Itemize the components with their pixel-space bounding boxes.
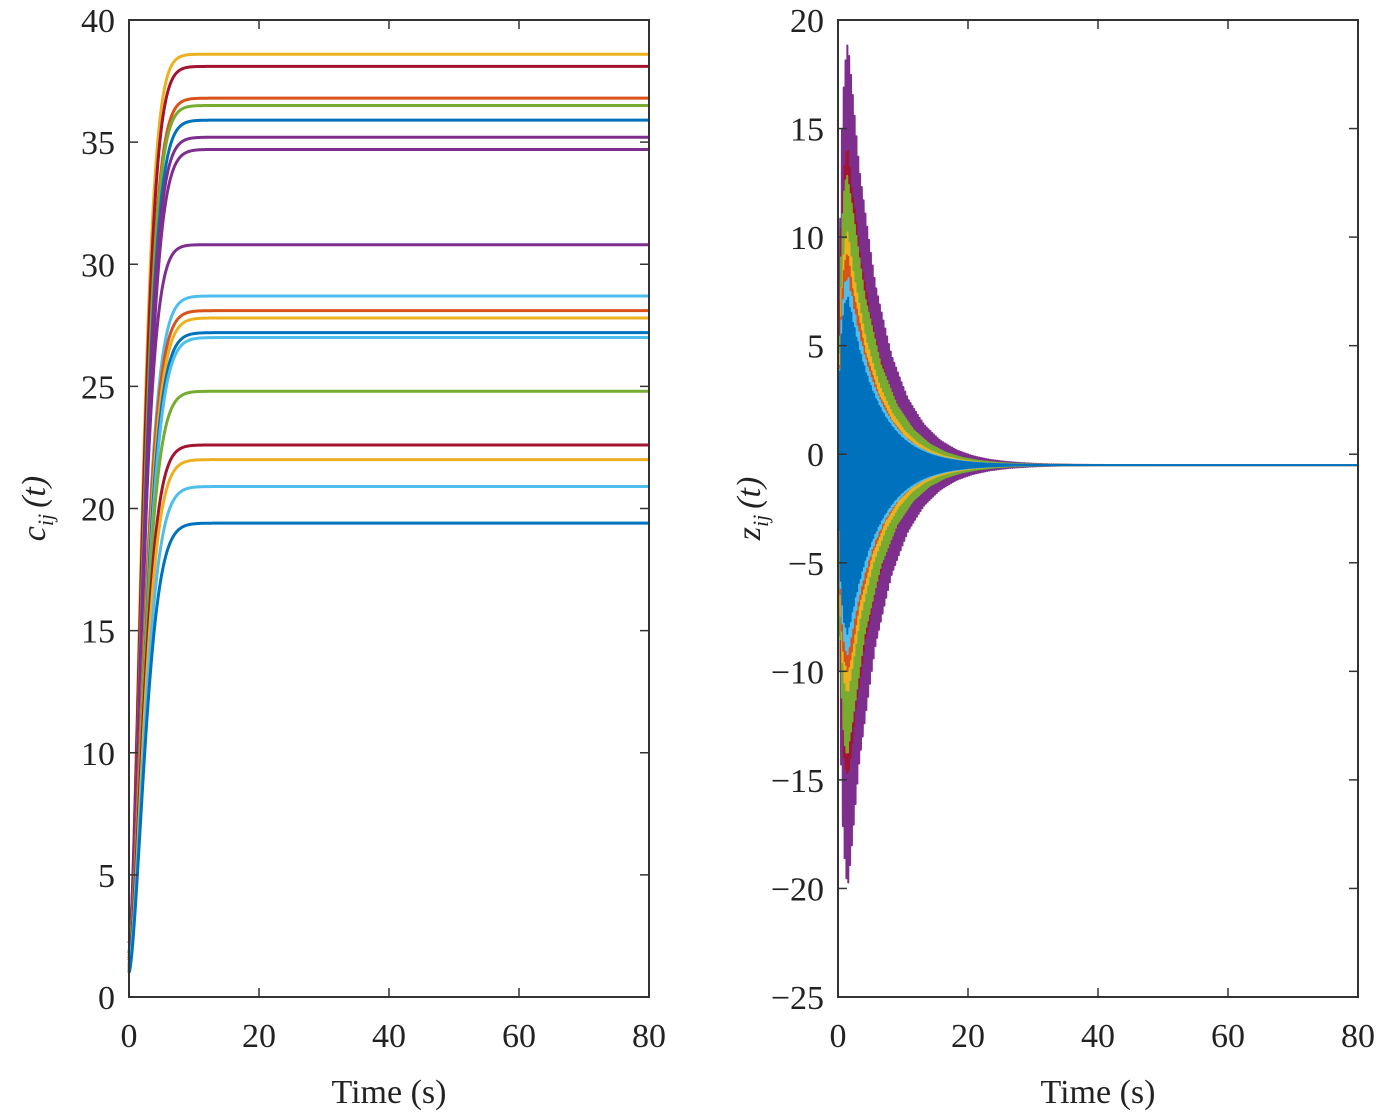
- series-line-0: [127, 52, 650, 961]
- x-tick-labels: 0 20 40 60 80: [830, 1018, 1376, 1055]
- y-tick-label: −5: [788, 546, 824, 583]
- y-tick-label: 15: [790, 112, 824, 149]
- x-tick-label: 0: [830, 1018, 847, 1055]
- y-axis-label: zij (t): [731, 477, 773, 542]
- y-tick-label: −10: [771, 654, 824, 691]
- series-line-12: [127, 336, 650, 969]
- y-tick-label: 10: [81, 736, 115, 773]
- series-line-11: [127, 331, 650, 973]
- y-tick-label: 15: [81, 614, 115, 651]
- y-tick-label: 40: [81, 3, 115, 40]
- y-tick-label: 0: [98, 980, 115, 1017]
- series-line-8: [127, 294, 650, 964]
- y-tick-label: 5: [98, 858, 115, 895]
- y-axis-label-sub: ij: [748, 515, 773, 527]
- series-line-1: [127, 64, 650, 954]
- y-axis-label-main: c: [16, 526, 53, 541]
- y-tick-label: 20: [790, 3, 824, 40]
- tick-marks: [837, 19, 1359, 998]
- y-axis-label-arg: (t): [16, 476, 53, 508]
- series-line-6: [127, 147, 650, 971]
- y-tick-label: 5: [807, 329, 824, 366]
- series-line-6: [837, 296, 1359, 635]
- series-line-4: [127, 118, 650, 966]
- x-tick-label: 60: [1211, 1018, 1245, 1055]
- x-tick-label: 20: [951, 1018, 985, 1055]
- series-line-3: [127, 103, 650, 973]
- y-tick-label: 10: [790, 220, 824, 257]
- x-tick-labels: 0 20 40 60 80: [121, 1018, 667, 1055]
- tick-marks: [128, 19, 650, 998]
- series-line-7: [127, 243, 650, 944]
- x-tick-label: 40: [1081, 1018, 1115, 1055]
- x-tick-label: 80: [632, 1018, 666, 1055]
- y-axis-label: cij (t): [16, 476, 58, 541]
- y-tick-label: 0: [807, 437, 824, 474]
- x-axis-label: Time (s): [1041, 1074, 1156, 1111]
- y-tick-label: −15: [771, 763, 824, 800]
- series-line-16: [127, 485, 650, 966]
- series-line-10: [127, 316, 650, 966]
- y-tick-label: 30: [81, 247, 115, 284]
- y-axis-label-main: z: [731, 527, 768, 541]
- x-axis-label: Time (s): [332, 1074, 447, 1111]
- plot-frame: [128, 19, 650, 998]
- x-tick-label: 80: [1341, 1018, 1375, 1055]
- chart-panel-z: −25 −20 −15 −10 −5 0 5 10 15 20 0 20 40 60 80 Time (s…: [731, 3, 1375, 1111]
- x-tick-label: 20: [242, 1018, 276, 1055]
- series-line-13: [127, 389, 650, 951]
- series-line-5: [127, 135, 650, 959]
- y-tick-label: 25: [81, 369, 115, 406]
- x-tick-label: 40: [372, 1018, 406, 1055]
- series-line-14: [127, 443, 650, 961]
- chart-panel-c: 0 5 10 15 20 25 30 35 40 0 20 40 60 80 Time (s) cij (…: [16, 3, 666, 1111]
- y-tick-label: 20: [81, 492, 115, 529]
- series-layer: [837, 44, 1359, 884]
- y-tick-label: 35: [81, 125, 115, 162]
- series-line-17: [127, 521, 650, 974]
- y-tick-label: −25: [771, 980, 824, 1017]
- y-tick-label: −20: [771, 871, 824, 908]
- y-axis-label-arg: (t): [731, 477, 768, 509]
- series-layer: [127, 52, 650, 974]
- series-line-15: [127, 458, 650, 971]
- series-line-9: [127, 309, 650, 956]
- y-tick-labels: 0 5 10 15 20 25 30 35 40: [81, 3, 115, 1017]
- y-axis-label-sub: ij: [33, 514, 58, 526]
- x-tick-label: 60: [502, 1018, 536, 1055]
- y-tick-labels: −25 −20 −15 −10 −5 0 5 10 15 20: [771, 3, 824, 1017]
- x-tick-label: 0: [121, 1018, 138, 1055]
- series-line-2: [127, 96, 650, 968]
